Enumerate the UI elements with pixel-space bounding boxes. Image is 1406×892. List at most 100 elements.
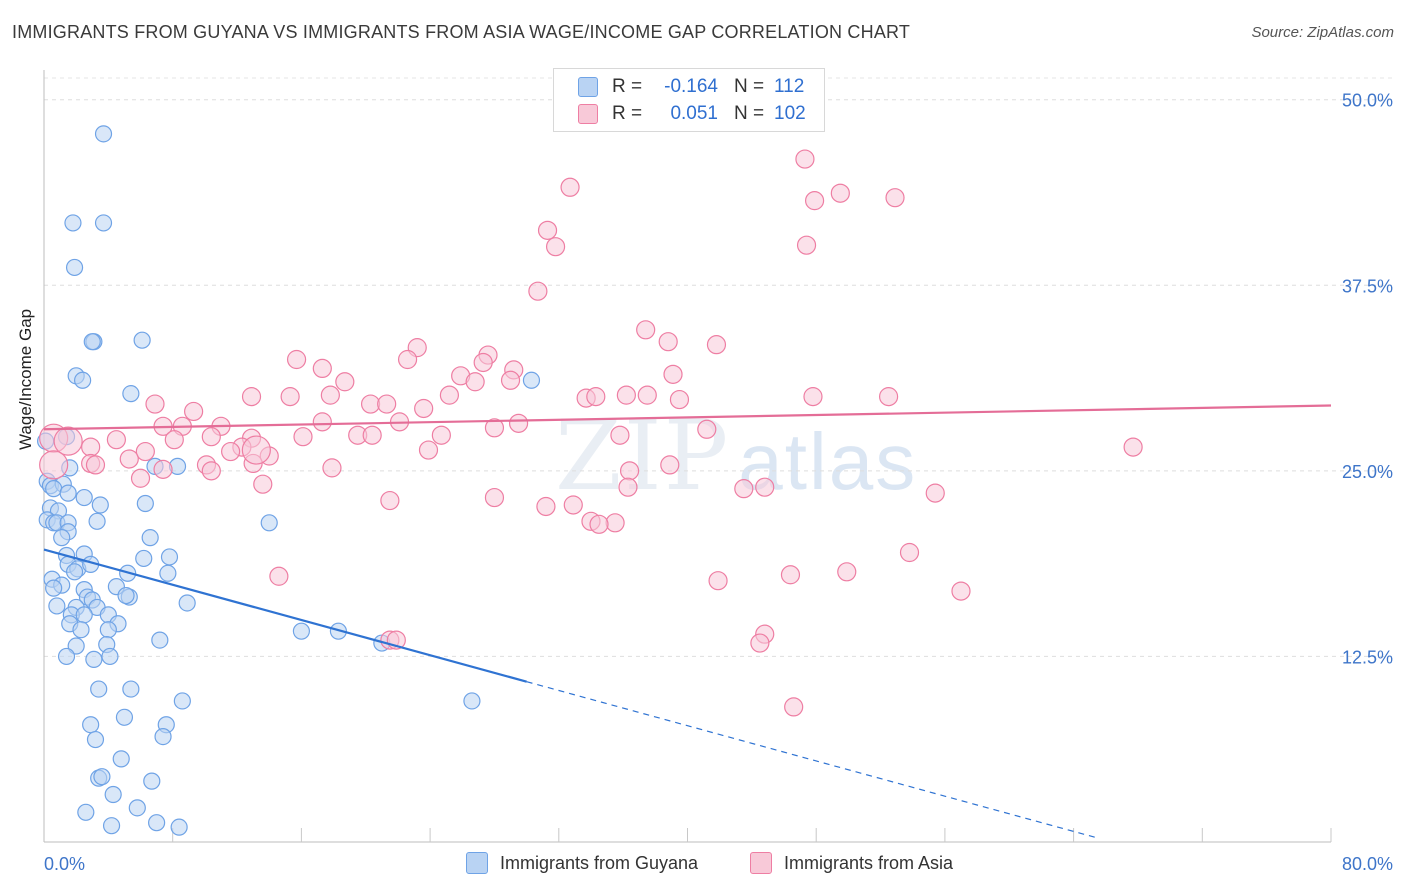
- asia-point-34: [878, 387, 899, 407]
- asia-point-30: [616, 385, 636, 405]
- asia-point-8: [528, 281, 548, 301]
- bottom-legend-asia: Immigrants from Asia: [750, 852, 953, 874]
- asia-point-85: [563, 495, 583, 515]
- y-tick-label-3: 50.0%: [1342, 91, 1393, 111]
- asia-point-100: [241, 435, 271, 465]
- guyana-point-89: [77, 803, 95, 821]
- asia-point-45: [508, 413, 529, 433]
- asia-point-74: [322, 458, 342, 478]
- guyana-point-54: [178, 594, 196, 612]
- asia-point-4: [885, 188, 905, 208]
- asia-swatch: [578, 104, 598, 124]
- guyana-point-86: [143, 772, 161, 790]
- asia-point-101: [39, 450, 69, 480]
- y-tick-label-2: 37.5%: [1342, 276, 1393, 296]
- asia-point-80: [734, 479, 754, 499]
- guyana-point-72: [85, 650, 103, 668]
- asia-point-13: [397, 349, 418, 370]
- guyana-point-78: [115, 708, 134, 726]
- asia-point-91: [837, 562, 857, 582]
- guyana-point-2: [94, 214, 113, 232]
- guyana-point-5: [83, 333, 101, 351]
- guyana-point-47: [45, 579, 63, 597]
- asia-point-59: [81, 437, 101, 457]
- asia-point-10: [658, 332, 678, 352]
- asia-point-26: [360, 394, 381, 414]
- asia-point-31: [637, 385, 657, 405]
- guyana-point-60: [75, 606, 93, 624]
- asia-point-77: [253, 474, 273, 494]
- guyana-point-81: [86, 730, 105, 749]
- guyana-point-1: [64, 214, 82, 232]
- asia-point-38: [377, 394, 397, 414]
- guyana-point-8: [74, 371, 92, 389]
- legend-row-asia: R = 0.051 N = 102: [578, 101, 806, 127]
- guyana-point-83: [112, 750, 130, 768]
- asia-point-54: [610, 425, 630, 445]
- asia-point-72: [660, 455, 680, 475]
- asia-point-90: [589, 514, 609, 534]
- asia-point-71: [619, 461, 640, 481]
- guyana-point-10: [522, 371, 541, 389]
- asia-point-68: [85, 455, 106, 475]
- guyana-n-value: 112: [774, 76, 805, 97]
- asia-point-11: [706, 335, 727, 355]
- guyana-point-73: [101, 647, 119, 666]
- chart-title: IMMIGRANTS FROM GUYANA VS IMMIGRANTS FRO…: [12, 22, 911, 42]
- asia-point-3: [830, 183, 850, 203]
- asia-point-21: [465, 372, 485, 392]
- guyana-point-22: [91, 496, 109, 514]
- asia-point-37: [241, 387, 262, 407]
- bottom-legend-guyana: Immigrants from Guyana: [466, 852, 698, 874]
- guyana-point-90: [148, 814, 166, 832]
- asia-point-27: [439, 385, 460, 405]
- asia-point-25: [320, 385, 340, 405]
- guyana-point-82: [154, 727, 172, 746]
- asia-trend-line: [43, 404, 1332, 431]
- asia-point-2: [804, 191, 825, 211]
- guyana-point-67: [151, 631, 169, 649]
- asia-point-83: [380, 490, 400, 511]
- asia-point-75: [1123, 437, 1143, 457]
- asia-point-7: [796, 235, 817, 255]
- guyana-r-value: -0.164: [664, 76, 718, 97]
- guyana-point-34: [141, 529, 159, 547]
- asia-point-87: [605, 513, 625, 533]
- guyana-n-label: N =: [734, 76, 765, 97]
- asia-point-35: [145, 394, 165, 414]
- asia-legend-label: Immigrants from Asia: [784, 852, 954, 873]
- guyana-point-33: [53, 529, 71, 547]
- guyana-point-74: [90, 680, 108, 698]
- guyana-swatch: [578, 77, 598, 97]
- asia-point-17: [312, 358, 332, 379]
- guyana-legend-label: Immigrants from Guyana: [500, 852, 699, 873]
- guyana-point-55: [48, 597, 66, 615]
- guyana-point-30: [88, 512, 106, 530]
- guyana-point-77: [463, 692, 481, 710]
- guyana-point-6: [133, 331, 151, 349]
- asia-point-58: [164, 430, 184, 450]
- asia-point-39: [414, 398, 434, 419]
- asia-n-value: 102: [774, 103, 806, 124]
- asia-point-0: [795, 149, 815, 169]
- guyana-point-0: [94, 125, 113, 143]
- asia-point-82: [484, 487, 505, 508]
- asia-point-76: [130, 468, 151, 488]
- guyana-point-31: [260, 514, 278, 532]
- asia-point-70: [153, 459, 173, 479]
- guyana-point-23: [136, 494, 154, 513]
- asia-point-47: [697, 419, 717, 439]
- asia-point-36: [184, 401, 204, 422]
- asia-r-value: 0.051: [670, 103, 718, 124]
- asia-point-56: [53, 426, 83, 456]
- asia-point-89: [780, 565, 801, 585]
- asia-point-96: [750, 633, 770, 653]
- guyana-point-64: [99, 621, 117, 639]
- asia-point-63: [418, 440, 439, 460]
- guyana-r-label: R =: [612, 76, 643, 97]
- guyana-point-87: [104, 785, 122, 804]
- guyana-point-85: [93, 768, 111, 786]
- guyana-point-88: [128, 799, 146, 817]
- x-tick-label-max: 80.0%: [1342, 854, 1393, 874]
- guyana-point-44: [159, 564, 177, 582]
